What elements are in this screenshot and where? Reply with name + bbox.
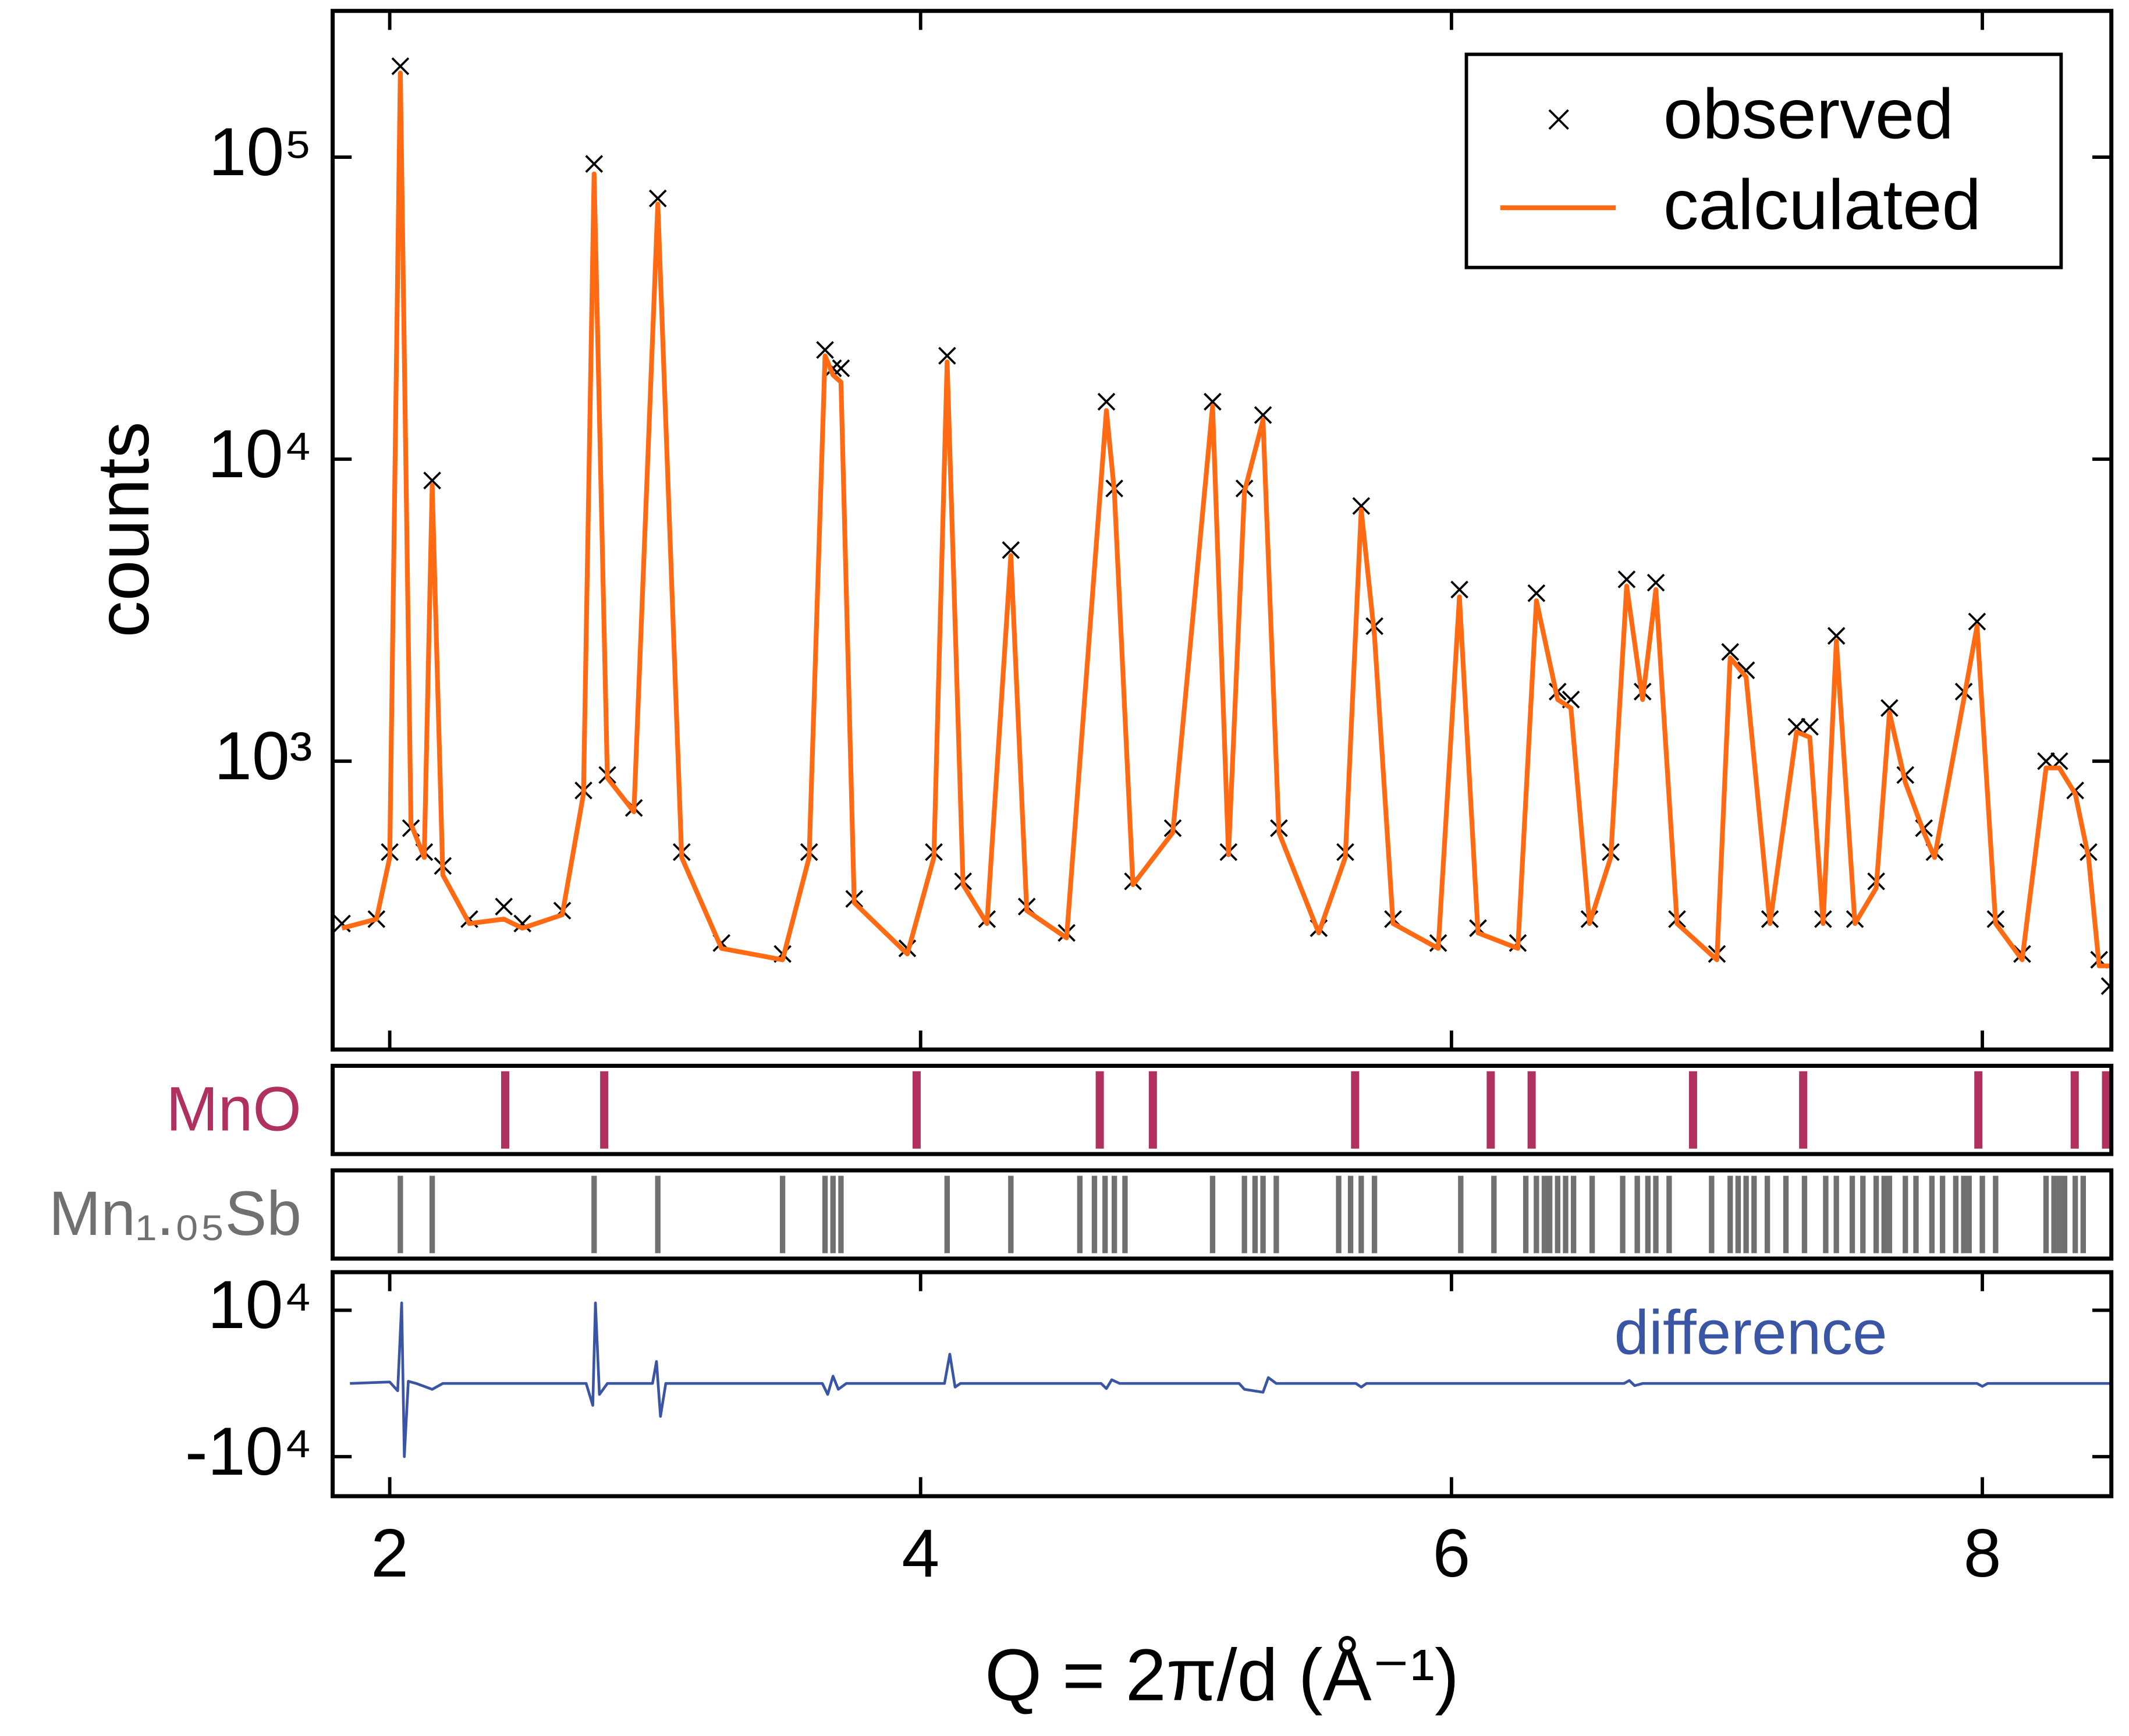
observed-marker [391,57,410,76]
observed-marker [1002,541,1020,559]
legend-marker [1548,109,1569,130]
observed-marker [333,914,351,933]
phase-label: Mn₁.₀₅Sb [49,1178,301,1248]
y-tick-label: -10⁴ [185,1413,313,1489]
series-line [341,70,2110,968]
observed-marker [816,340,834,359]
observed-marker [832,359,850,378]
x-axis-label: Q = 2π/d (Å⁻¹) [985,1634,1459,1716]
plot-area [333,57,2112,995]
x-tick-label: 4 [902,1515,939,1591]
observed-marker [513,914,531,933]
observed-marker [1254,406,1272,424]
phase-label: MnO [166,1074,301,1144]
observed-marker [1204,392,1222,411]
observed-marker [1527,584,1546,602]
observed-marker [1097,392,1116,411]
observed-marker [1968,612,1986,631]
panel-frame [331,1063,2114,1156]
observed-marker [938,346,956,365]
series-line [350,1301,2110,1458]
y-tick-label: 10³ [214,718,313,794]
y-tick-label: 10⁴ [208,1266,313,1343]
y-tick-label: 10⁵ [208,113,312,190]
legend-box [1464,52,2063,269]
observed-marker [495,897,513,916]
observed-marker [1450,580,1468,599]
y-tick-label: 10⁴ [208,416,313,492]
observed-marker [1801,718,1819,736]
x-tick-label: 8 [1964,1515,2002,1591]
observed-marker [1647,573,1665,592]
observed-marker [1737,661,1755,680]
panel-frame [331,1168,2114,1261]
legend-label: observed [1663,74,1954,153]
panel-frame [331,1270,2114,1499]
observed-marker [1880,699,1899,717]
plot-area [350,1301,2110,1458]
panel-frame [331,9,2114,1052]
observed-marker [648,189,667,208]
series-label: difference [1614,1297,1887,1367]
y-axis-label: counts [82,421,164,637]
observed-marker [1617,570,1636,588]
legend-label: calculated [1663,165,1981,244]
x-tick-label: 6 [1432,1515,1470,1591]
observed-marker [423,471,441,489]
observed-marker [1352,497,1371,515]
observed-marker [585,155,604,173]
observed-marker [1827,627,1846,645]
x-tick-label: 2 [371,1515,409,1591]
observed-marker [1721,642,1740,661]
